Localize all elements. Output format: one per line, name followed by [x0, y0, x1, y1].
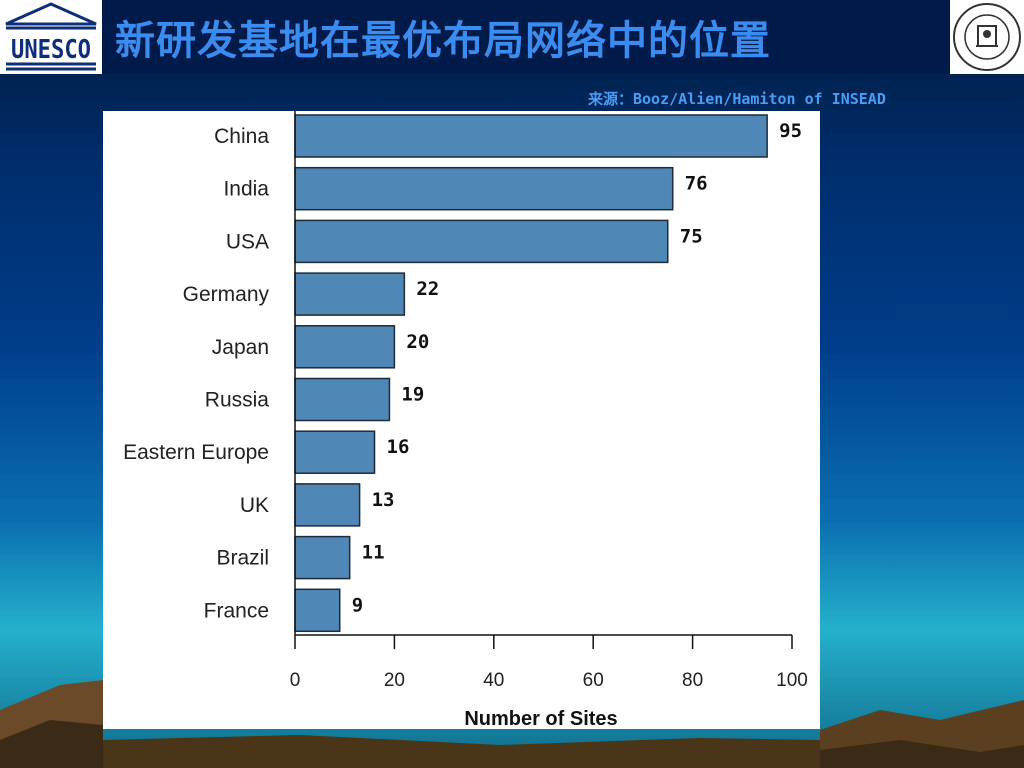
category-label: Russia	[205, 389, 270, 412]
svg-text:UNESCO: UNESCO	[11, 35, 91, 65]
data-label: 9	[352, 594, 363, 616]
bar	[294, 272, 406, 316]
data-label: 22	[416, 278, 439, 300]
x-tick-label: 0	[290, 670, 301, 691]
bar	[294, 430, 376, 474]
category-label: Brazil	[216, 547, 269, 570]
data-label: 76	[685, 173, 708, 195]
bar	[294, 535, 351, 580]
chart-panel: China 95 India 76 USA 75 Germany 22 Japan 20 Russi…	[103, 111, 820, 729]
category-label: USA	[226, 230, 269, 253]
category-label: India	[223, 178, 269, 201]
bar	[294, 588, 341, 633]
source-note: 来源：Booz/Alien/Hamiton of INSEAD	[588, 90, 886, 108]
data-label: 13	[372, 489, 395, 511]
category-label: China	[214, 125, 269, 148]
mountain-decoration	[0, 680, 1024, 768]
x-tick-label: 20	[384, 670, 405, 691]
x-tick-label: 80	[682, 670, 703, 691]
x-tick-label: 60	[583, 670, 604, 691]
bar-chart: China 95 India 76 USA 75 Germany 22 Japan 20 Russi…	[123, 111, 808, 729]
x-axis-title: Number of Sites	[464, 708, 617, 729]
category-label: Germany	[183, 283, 270, 306]
category-label: France	[204, 599, 269, 622]
bar	[294, 325, 396, 369]
slide-header	[0, 0, 1024, 74]
data-label: 16	[387, 436, 410, 458]
bar	[294, 377, 391, 422]
data-label: 95	[779, 120, 802, 142]
x-tick-label: 40	[483, 670, 504, 691]
university-seal	[950, 0, 1024, 74]
category-label: UK	[240, 494, 269, 517]
slide-title: 新研发基地在最优布局网络中的位置	[115, 18, 771, 64]
unesco-temple-icon: UNESCO	[5, 2, 97, 71]
bar	[294, 219, 669, 264]
data-label: 75	[680, 225, 703, 247]
data-label: 20	[406, 331, 429, 353]
bar	[294, 166, 674, 211]
category-label: Eastern Europe	[123, 441, 269, 464]
bar	[294, 483, 361, 527]
unesco-logo: UNESCO	[0, 0, 102, 74]
data-label: 19	[401, 384, 424, 406]
data-label: 11	[362, 542, 385, 564]
category-label: Japan	[212, 336, 269, 359]
bar	[294, 114, 768, 158]
x-tick-label: 100	[776, 670, 808, 691]
university-seal-icon	[953, 3, 1021, 71]
